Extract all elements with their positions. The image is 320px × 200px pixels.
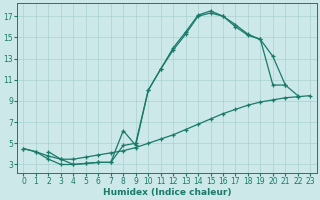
X-axis label: Humidex (Indice chaleur): Humidex (Indice chaleur) [103,188,231,197]
